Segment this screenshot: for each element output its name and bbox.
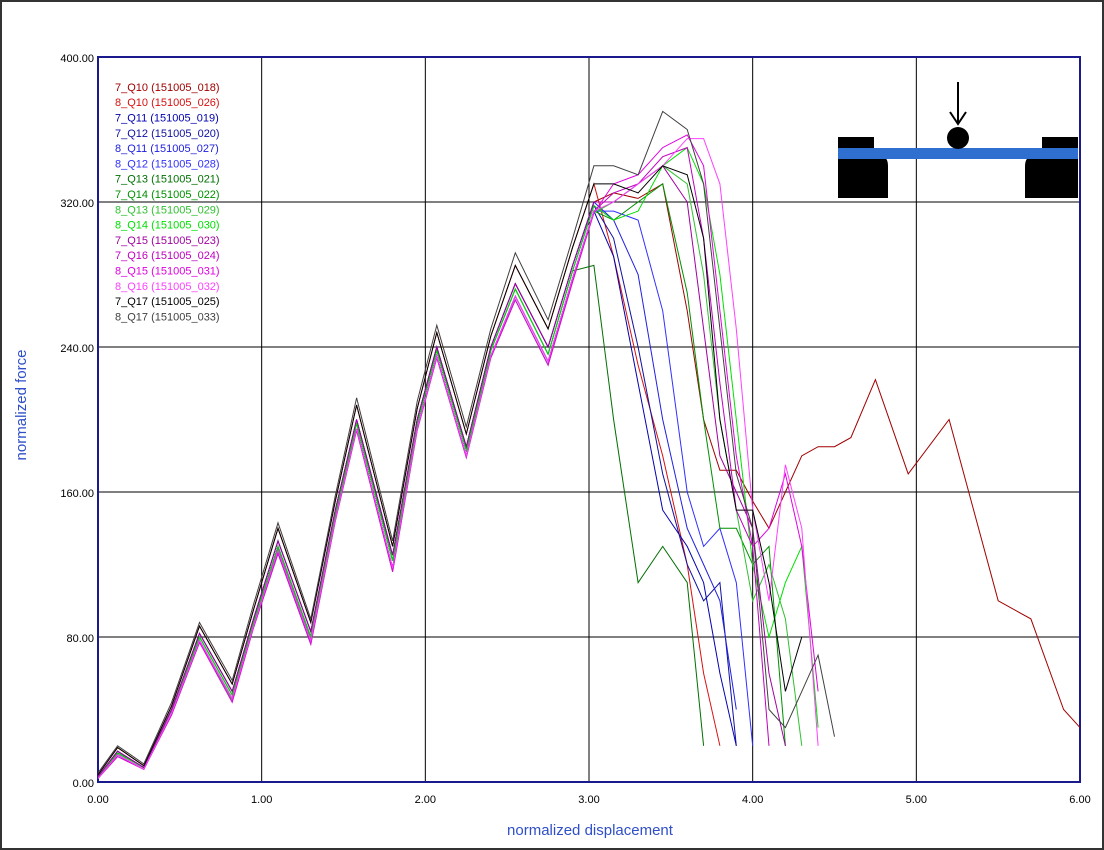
legend-entry: 8_Q14 (151005_030) xyxy=(115,220,220,232)
legend-entry: 8_Q15 (151005_031) xyxy=(115,266,220,278)
x-tick-label: 2.00 xyxy=(415,794,436,806)
y-tick-label: 160.00 xyxy=(60,488,94,500)
legend-entry: 7_Q14 (151005_022) xyxy=(115,189,220,201)
legend-entry: 8_Q12 (151005_028) xyxy=(115,158,220,170)
legend-entry: 8_Q10 (151005_026) xyxy=(115,97,220,109)
plot-frame xyxy=(97,56,1081,783)
y-tick-label: 240.00 xyxy=(60,343,94,355)
legend-entry: 7_Q11 (151005_019) xyxy=(115,113,219,125)
legend-entry: 8_Q17 (151005_033) xyxy=(115,311,220,323)
legend-entry: 7_Q17 (151005_025) xyxy=(115,296,220,308)
test-setup-icon xyxy=(838,82,1078,198)
series-line xyxy=(97,165,803,776)
legend-entry: 8_Q11 (151005_027) xyxy=(115,143,219,155)
legend-entry: 7_Q15 (151005_023) xyxy=(115,235,220,247)
legend-entry: 7_Q12 (151005_020) xyxy=(115,128,220,140)
legend-entry: 7_Q10 (151005_018) xyxy=(115,82,220,94)
series-line xyxy=(97,146,819,777)
x-tick-label: 4.00 xyxy=(742,794,763,806)
x-tick-label: 3.00 xyxy=(578,794,599,806)
series-line xyxy=(97,110,835,774)
y-tick-label: 80.00 xyxy=(66,633,94,645)
x-tick-label: 1.00 xyxy=(251,794,272,806)
x-tick-label: 6.00 xyxy=(1069,794,1090,806)
legend-entry: 8_Q16 (151005_032) xyxy=(115,281,220,293)
legend-entry: 8_Q13 (151005_029) xyxy=(115,204,220,216)
series-line xyxy=(97,138,819,779)
y-tick-label: 320.00 xyxy=(60,198,94,210)
x-axis-title: normalized displacement xyxy=(507,822,674,839)
x-tick-label: 5.00 xyxy=(906,794,927,806)
series-line xyxy=(97,134,819,779)
legend-entry: 7_Q16 (151005_024) xyxy=(115,250,220,262)
series-line xyxy=(97,165,786,777)
legend-entry: 7_Q13 (151005_021) xyxy=(115,174,220,186)
x-tick-label: 0.00 xyxy=(87,794,108,806)
y-tick-label: 0.00 xyxy=(73,778,94,790)
y-tick-label: 400.00 xyxy=(60,53,94,65)
y-axis-title: normalized force xyxy=(13,350,30,461)
